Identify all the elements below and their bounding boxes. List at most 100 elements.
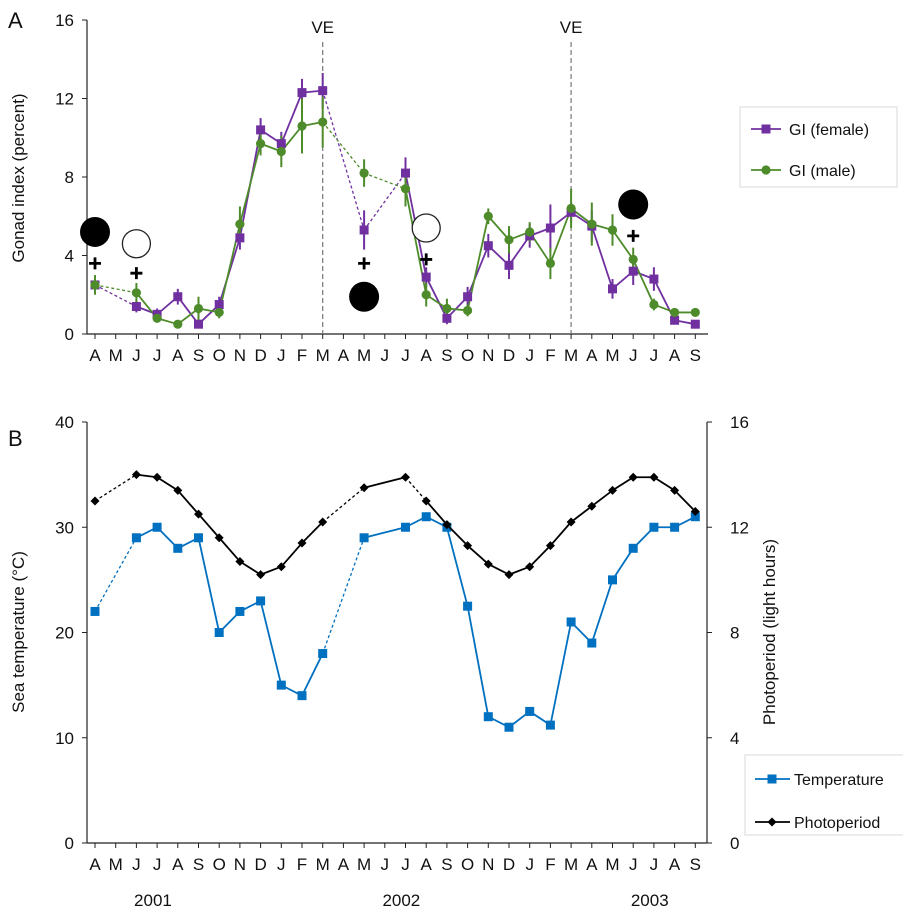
data-point xyxy=(173,485,183,495)
x-tick-label: A xyxy=(338,346,350,365)
panel-b-year-labels: 2001 2002 2003 xyxy=(134,891,669,910)
data-point xyxy=(504,722,514,732)
data-point xyxy=(628,543,638,553)
x-tick-label: A xyxy=(421,346,433,365)
x-tick-label: S xyxy=(441,855,452,874)
line-segment xyxy=(590,225,614,290)
x-tick-label: A xyxy=(338,855,350,874)
data-point xyxy=(587,501,597,511)
data-point xyxy=(442,313,452,323)
data-point xyxy=(276,680,286,690)
line-segment xyxy=(612,476,634,492)
y-tick-label: 10 xyxy=(55,729,74,748)
legend-marker xyxy=(767,774,777,784)
panel-a-label: A xyxy=(8,8,23,33)
line-segment xyxy=(673,489,696,513)
data-point xyxy=(628,266,638,276)
series-gi-female- xyxy=(94,89,696,326)
line-segment xyxy=(363,526,406,539)
data-point xyxy=(401,472,410,482)
panel-a-legend: GI (female) GI (male) xyxy=(739,106,898,188)
x-tick-label: D xyxy=(254,346,266,365)
data-point xyxy=(276,562,286,572)
x-tick-label: S xyxy=(690,855,701,874)
data-point xyxy=(545,223,555,233)
panel-b-y-ticks: 0 10 20 30 40 xyxy=(55,413,87,853)
data-point xyxy=(690,319,700,329)
year-label: 2001 xyxy=(134,891,172,910)
line-segment xyxy=(487,563,510,576)
x-tick-label: J xyxy=(401,346,410,365)
y2-tick-label: 16 xyxy=(730,413,749,432)
x-tick-label: F xyxy=(297,346,307,365)
x-tick-label: D xyxy=(254,855,266,874)
y-tick-label: 20 xyxy=(55,624,74,643)
line-segment xyxy=(94,284,137,308)
x-tick-label: A xyxy=(172,855,184,874)
x-tick-label: M xyxy=(109,855,123,874)
data-point xyxy=(256,139,266,149)
series-photoperiod xyxy=(90,470,700,580)
line-segment xyxy=(322,121,365,174)
data-point xyxy=(649,299,659,310)
y-tick-label: 12 xyxy=(55,90,74,109)
y2-tick-label: 12 xyxy=(730,518,749,537)
data-point xyxy=(545,720,555,730)
x-tick-label: J xyxy=(153,346,162,365)
data-point xyxy=(525,562,535,572)
line-segment xyxy=(156,476,179,492)
x-tick-label: A xyxy=(669,855,681,874)
data-point xyxy=(214,307,224,318)
data-point xyxy=(276,139,286,149)
panel-a-symbols xyxy=(80,189,649,312)
panel-b-series xyxy=(90,470,700,732)
x-tick-label: M xyxy=(564,855,578,874)
data-point xyxy=(235,233,245,243)
x-tick-label: J xyxy=(277,855,286,874)
x-tick-label: J xyxy=(650,346,659,365)
year-label: 2003 xyxy=(631,891,669,910)
ve-label: VE xyxy=(311,18,334,37)
year-label: 2002 xyxy=(382,891,420,910)
data-point xyxy=(670,485,680,495)
x-tick-label: M xyxy=(357,855,371,874)
data-point xyxy=(152,472,162,482)
x-tick-label: J xyxy=(132,346,141,365)
line-segment xyxy=(466,245,490,298)
series-markers xyxy=(90,117,700,329)
legend-label: Photoperiod xyxy=(794,815,880,832)
data-point xyxy=(525,227,535,237)
x-tick-label: A xyxy=(586,346,598,365)
line-segment xyxy=(611,229,634,260)
series-errors xyxy=(94,96,697,329)
data-point xyxy=(152,522,162,532)
x-tick-label: A xyxy=(89,855,101,874)
y-tick-label: 4 xyxy=(65,247,74,266)
x-tick-label: J xyxy=(132,855,141,874)
x-tick-label: A xyxy=(421,855,433,874)
data-point xyxy=(483,559,493,569)
line-segment xyxy=(280,92,303,144)
x-tick-label: N xyxy=(234,855,246,874)
line-segment xyxy=(446,523,469,547)
data-point xyxy=(318,86,328,96)
data-point xyxy=(359,225,369,235)
data-point xyxy=(608,575,617,585)
data-point xyxy=(421,512,431,522)
data-point xyxy=(235,219,245,229)
line-segment xyxy=(301,653,324,697)
data-point xyxy=(670,522,680,532)
y-tick-label: 8 xyxy=(65,168,74,187)
line-segment xyxy=(549,208,572,264)
data-point xyxy=(483,712,493,722)
line-segment xyxy=(363,172,406,190)
line-segment xyxy=(363,476,406,489)
data-point xyxy=(421,496,431,506)
line-segment xyxy=(94,537,137,612)
legend-label: GI (female) xyxy=(789,122,869,139)
panel-b: B Sea temperature (°C) Photoperiod (ligh… xyxy=(8,413,903,910)
line-segment xyxy=(508,235,531,266)
legend-label: Temperature xyxy=(794,772,884,789)
